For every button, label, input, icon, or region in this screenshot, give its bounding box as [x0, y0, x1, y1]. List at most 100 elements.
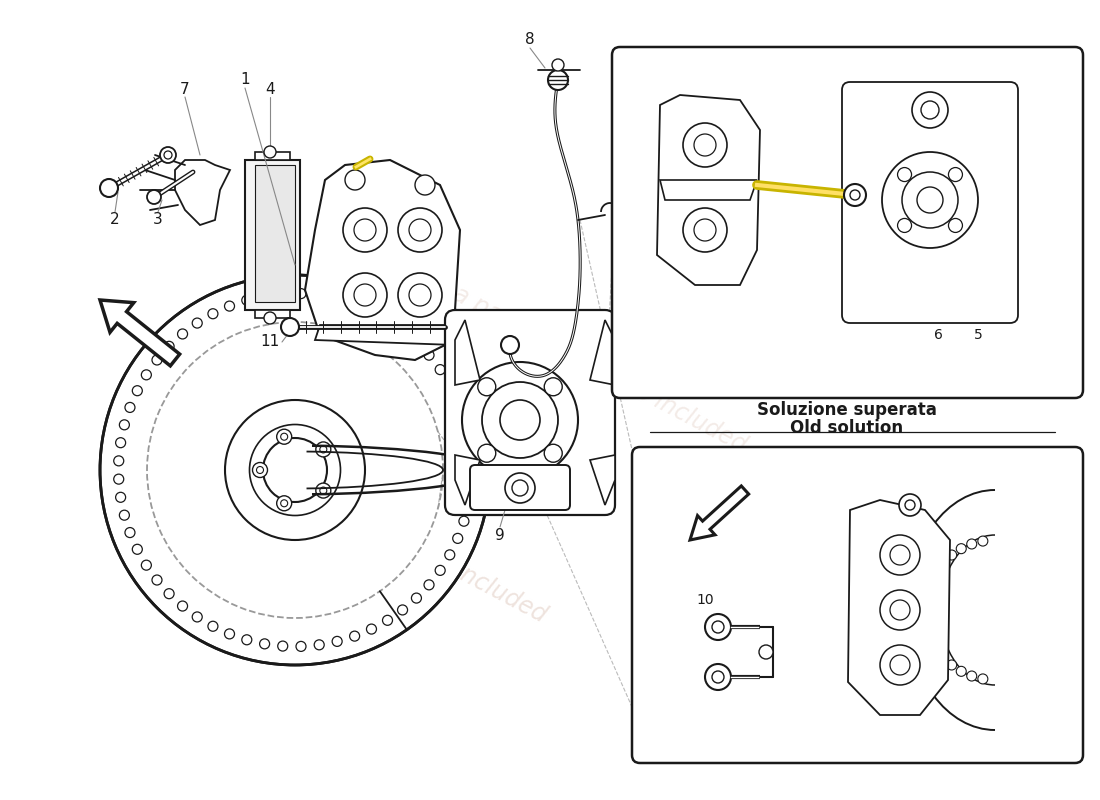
- FancyBboxPatch shape: [612, 47, 1084, 398]
- Text: Soluzione superata: Soluzione superata: [757, 401, 937, 419]
- Circle shape: [505, 473, 535, 503]
- Circle shape: [192, 318, 202, 328]
- Circle shape: [242, 634, 252, 645]
- Circle shape: [947, 660, 957, 670]
- Circle shape: [948, 218, 962, 233]
- Circle shape: [409, 284, 431, 306]
- Circle shape: [280, 500, 288, 506]
- Circle shape: [880, 535, 920, 575]
- Circle shape: [465, 480, 476, 490]
- Text: 8: 8: [525, 33, 535, 47]
- Circle shape: [320, 446, 327, 453]
- Circle shape: [397, 605, 407, 615]
- Circle shape: [366, 624, 376, 634]
- Circle shape: [315, 640, 324, 650]
- Circle shape: [705, 664, 732, 690]
- Circle shape: [264, 146, 276, 158]
- Circle shape: [315, 290, 324, 300]
- Circle shape: [132, 544, 142, 554]
- Circle shape: [366, 306, 376, 316]
- Circle shape: [397, 325, 407, 335]
- Circle shape: [415, 175, 434, 195]
- Circle shape: [113, 456, 123, 466]
- Text: Old solution: Old solution: [791, 419, 903, 437]
- Circle shape: [147, 190, 161, 204]
- Circle shape: [277, 496, 292, 510]
- Circle shape: [250, 425, 341, 515]
- Circle shape: [890, 545, 910, 565]
- Circle shape: [164, 151, 172, 159]
- Circle shape: [253, 462, 267, 478]
- Circle shape: [383, 314, 393, 325]
- Circle shape: [463, 498, 473, 509]
- Circle shape: [477, 378, 496, 396]
- Circle shape: [383, 615, 393, 626]
- Circle shape: [242, 295, 252, 306]
- Circle shape: [424, 350, 434, 360]
- Circle shape: [694, 219, 716, 241]
- Circle shape: [277, 641, 288, 651]
- Polygon shape: [305, 160, 460, 360]
- Circle shape: [921, 610, 931, 621]
- Circle shape: [890, 600, 910, 620]
- Circle shape: [912, 92, 948, 128]
- Circle shape: [544, 444, 562, 462]
- Circle shape: [898, 167, 912, 182]
- Circle shape: [142, 370, 152, 380]
- Circle shape: [956, 544, 966, 554]
- Circle shape: [899, 494, 921, 516]
- Circle shape: [332, 294, 342, 304]
- Polygon shape: [455, 320, 480, 385]
- Polygon shape: [255, 310, 290, 318]
- Circle shape: [967, 671, 977, 681]
- Circle shape: [453, 397, 463, 406]
- Circle shape: [409, 219, 431, 241]
- Circle shape: [694, 134, 716, 156]
- Circle shape: [921, 599, 931, 610]
- Circle shape: [463, 431, 473, 442]
- Circle shape: [354, 284, 376, 306]
- Circle shape: [712, 671, 724, 683]
- Circle shape: [398, 273, 442, 317]
- Circle shape: [296, 642, 306, 651]
- Text: 9: 9: [495, 527, 505, 542]
- Circle shape: [978, 536, 988, 546]
- Polygon shape: [657, 95, 760, 285]
- Text: 11: 11: [261, 334, 279, 350]
- Circle shape: [224, 301, 234, 311]
- Circle shape: [152, 355, 162, 365]
- Circle shape: [296, 289, 306, 298]
- Circle shape: [100, 275, 490, 665]
- Polygon shape: [315, 325, 460, 345]
- Circle shape: [880, 590, 920, 630]
- Circle shape: [922, 622, 932, 632]
- Circle shape: [343, 273, 387, 317]
- Circle shape: [177, 329, 188, 339]
- Circle shape: [922, 588, 932, 598]
- Circle shape: [411, 337, 421, 347]
- Circle shape: [683, 208, 727, 252]
- Circle shape: [316, 442, 331, 457]
- Circle shape: [411, 593, 421, 603]
- Circle shape: [116, 492, 125, 502]
- Text: 5: 5: [974, 328, 982, 342]
- Circle shape: [978, 674, 988, 684]
- Polygon shape: [660, 180, 757, 200]
- Circle shape: [164, 342, 174, 351]
- Circle shape: [113, 474, 123, 484]
- Circle shape: [459, 414, 469, 424]
- Circle shape: [160, 147, 176, 163]
- Circle shape: [500, 336, 519, 354]
- Circle shape: [453, 534, 463, 543]
- Polygon shape: [245, 160, 300, 310]
- FancyArrow shape: [100, 300, 179, 366]
- Circle shape: [120, 510, 130, 520]
- Circle shape: [354, 219, 376, 241]
- Circle shape: [948, 167, 962, 182]
- Circle shape: [512, 480, 528, 496]
- Polygon shape: [848, 500, 950, 715]
- Text: 10: 10: [696, 593, 714, 607]
- Circle shape: [967, 539, 977, 549]
- Circle shape: [444, 550, 454, 560]
- Circle shape: [552, 59, 564, 71]
